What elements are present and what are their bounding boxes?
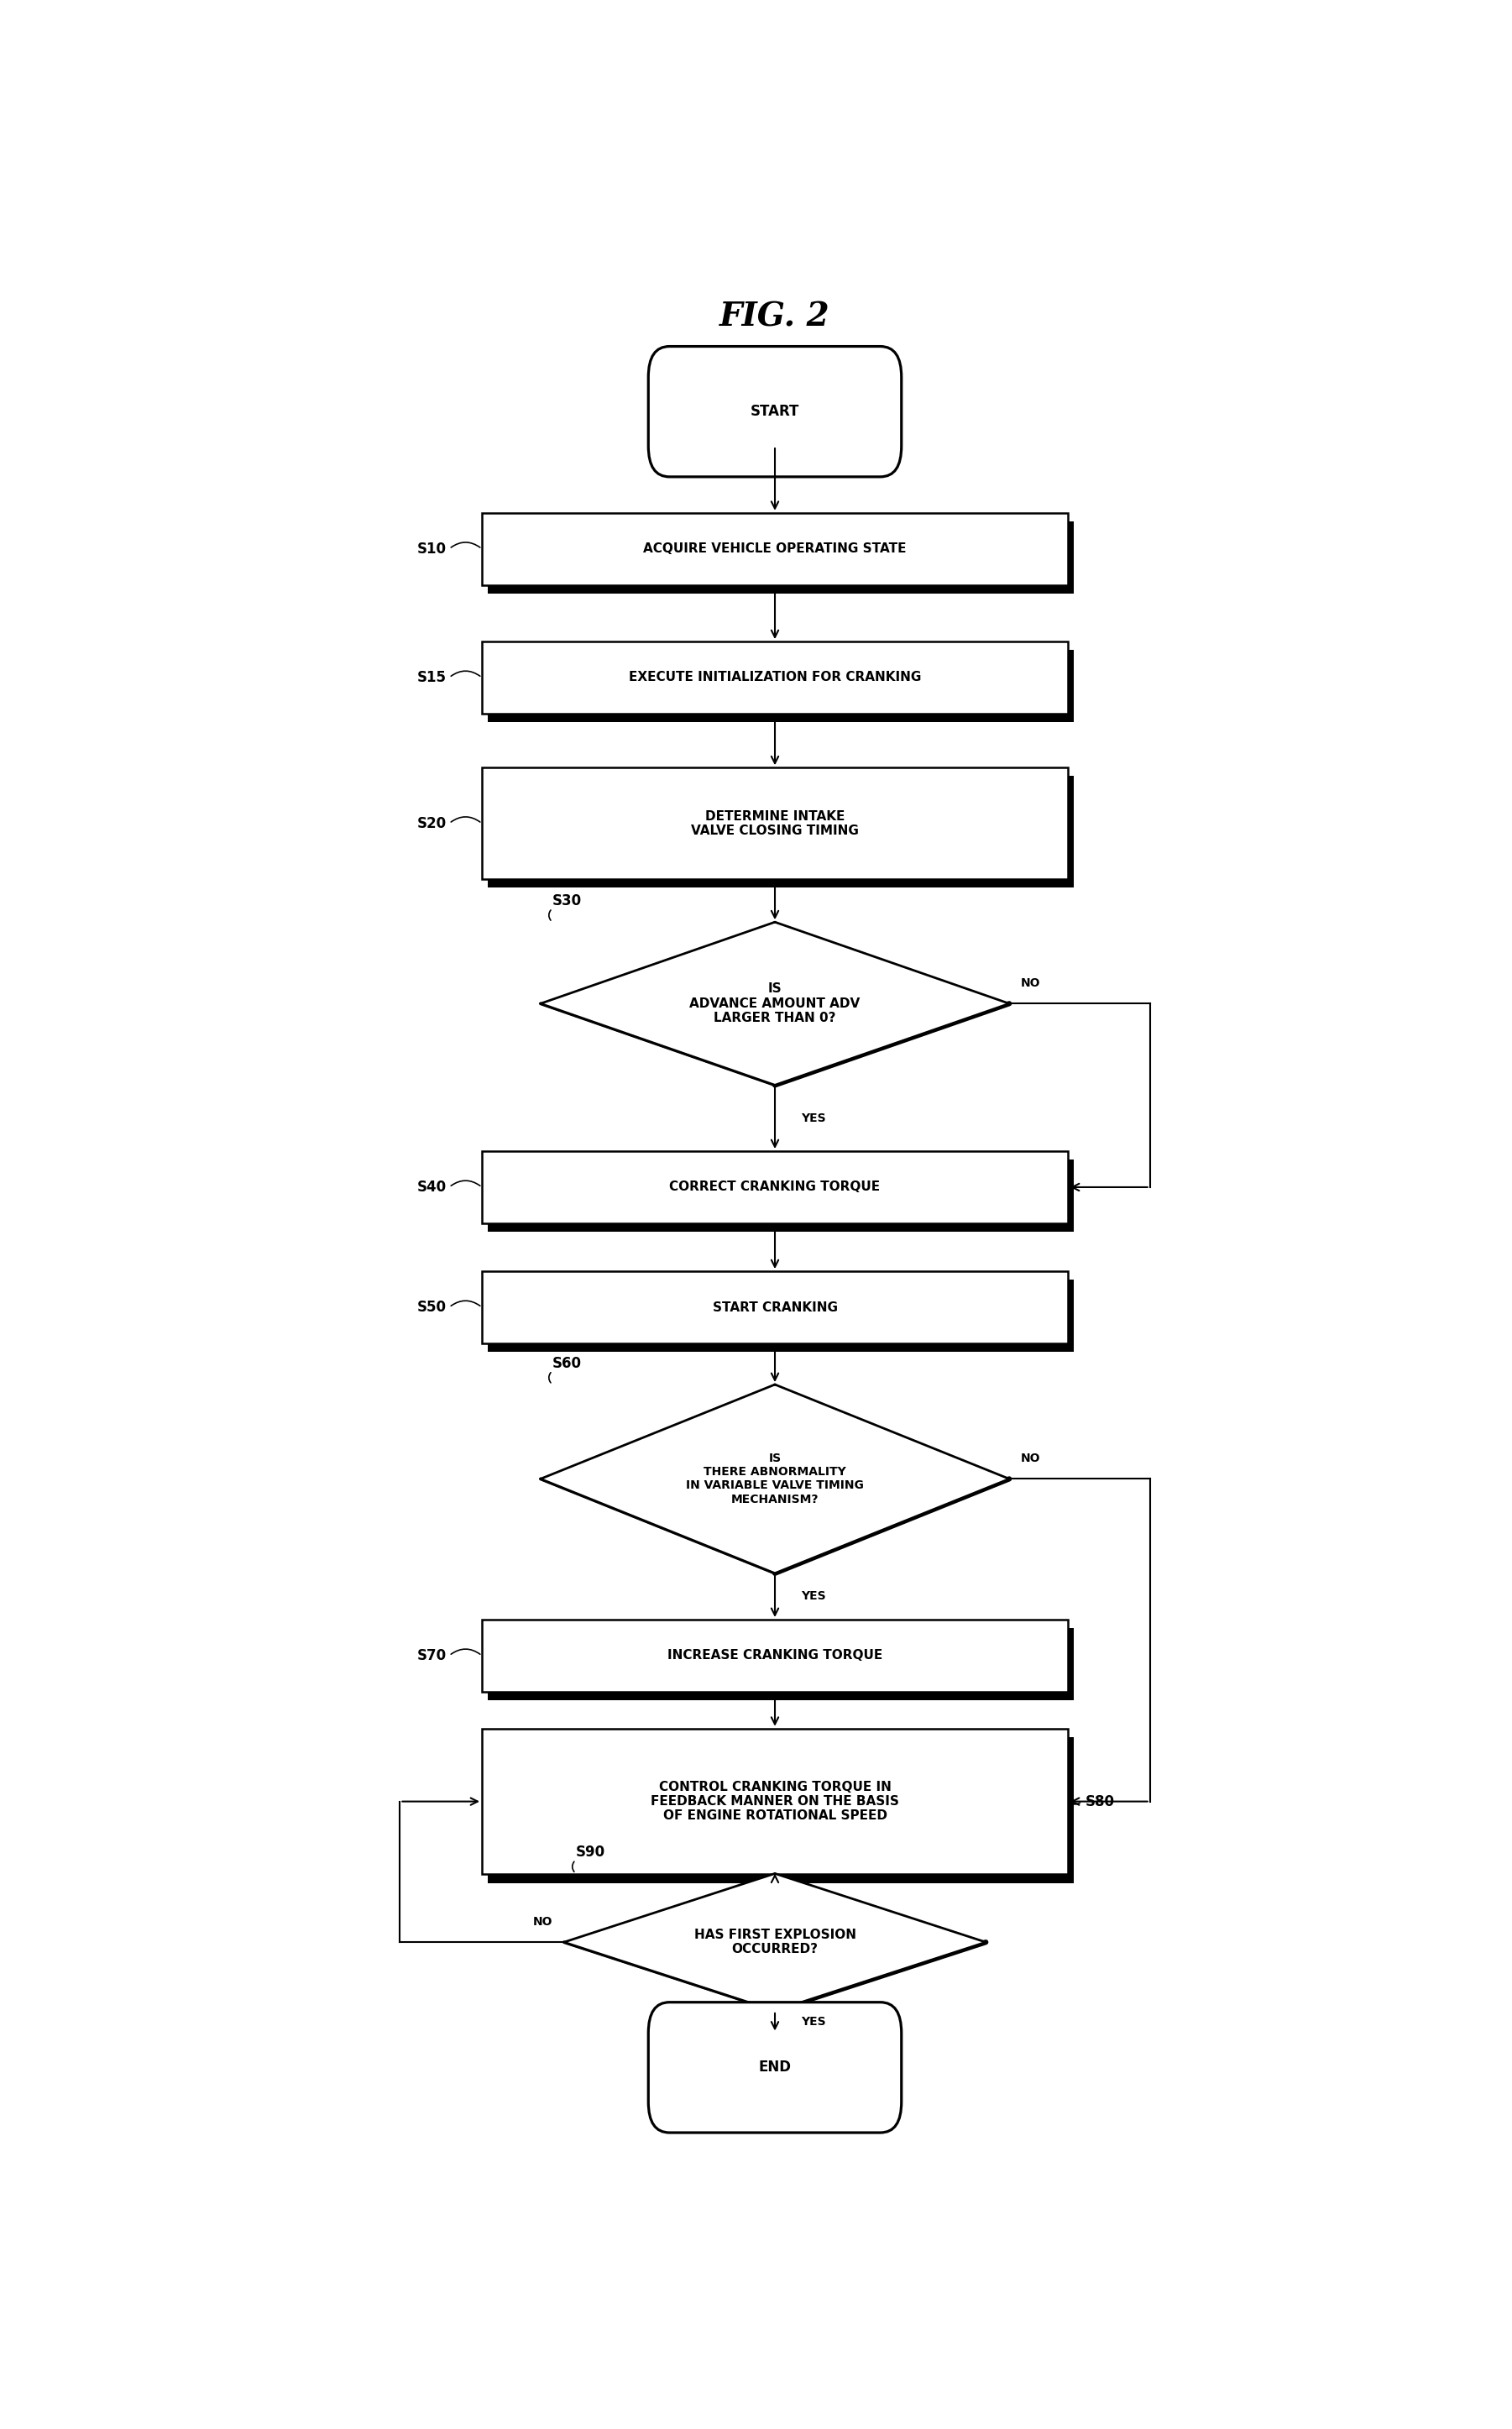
Bar: [482, 768, 1067, 879]
Bar: [482, 1151, 1067, 1224]
Text: S80: S80: [1086, 1795, 1114, 1810]
Text: YES: YES: [801, 1112, 826, 1125]
Text: S50: S50: [417, 1300, 448, 1314]
Bar: [482, 641, 1067, 714]
Bar: [482, 1729, 1067, 1875]
Text: S30: S30: [552, 894, 582, 908]
Bar: [488, 651, 1074, 721]
Text: IS
THERE ABNORMALITY
IN VARIABLE VALVE TIMING
MECHANISM?: IS THERE ABNORMALITY IN VARIABLE VALVE T…: [686, 1453, 863, 1506]
Text: NO: NO: [1021, 976, 1040, 989]
Text: YES: YES: [801, 1591, 826, 1603]
Polygon shape: [541, 923, 1010, 1086]
Text: CONTROL CRANKING TORQUE IN
FEEDBACK MANNER ON THE BASIS
OF ENGINE ROTATIONAL SPE: CONTROL CRANKING TORQUE IN FEEDBACK MANN…: [650, 1780, 900, 1822]
Text: S60: S60: [552, 1355, 582, 1370]
Text: INCREASE CRANKING TORQUE: INCREASE CRANKING TORQUE: [667, 1649, 883, 1661]
Bar: [488, 1159, 1074, 1232]
Polygon shape: [541, 1385, 1010, 1574]
Bar: [482, 1620, 1067, 1691]
Text: IS
ADVANCE AMOUNT ADV
LARGER THAN 0?: IS ADVANCE AMOUNT ADV LARGER THAN 0?: [689, 984, 860, 1025]
Text: END: END: [759, 2060, 791, 2074]
Text: DETERMINE INTAKE
VALVE CLOSING TIMING: DETERMINE INTAKE VALVE CLOSING TIMING: [691, 809, 859, 838]
Text: S70: S70: [417, 1647, 448, 1664]
Bar: [488, 777, 1074, 887]
Bar: [488, 522, 1074, 593]
Text: NO: NO: [1021, 1453, 1040, 1465]
Polygon shape: [564, 1873, 986, 2011]
Text: S15: S15: [417, 670, 448, 685]
Text: S20: S20: [417, 816, 448, 831]
Text: YES: YES: [801, 2016, 826, 2028]
Bar: [488, 1737, 1074, 1882]
Text: HAS FIRST EXPLOSION
OCCURRED?: HAS FIRST EXPLOSION OCCURRED?: [694, 1929, 856, 1955]
Text: S10: S10: [417, 542, 448, 556]
Text: NO: NO: [532, 1916, 552, 1929]
Text: S40: S40: [417, 1180, 448, 1195]
Bar: [482, 513, 1067, 585]
Text: START: START: [750, 403, 800, 420]
Bar: [488, 1627, 1074, 1700]
Text: ACQUIRE VEHICLE OPERATING STATE: ACQUIRE VEHICLE OPERATING STATE: [643, 542, 907, 556]
Text: EXECUTE INITIALIZATION FOR CRANKING: EXECUTE INITIALIZATION FOR CRANKING: [629, 670, 921, 685]
Bar: [488, 1280, 1074, 1353]
FancyBboxPatch shape: [649, 2001, 901, 2133]
FancyBboxPatch shape: [649, 347, 901, 476]
Text: CORRECT CRANKING TORQUE: CORRECT CRANKING TORQUE: [670, 1180, 880, 1193]
Text: FIG. 2: FIG. 2: [720, 301, 830, 333]
Text: S90: S90: [576, 1844, 605, 1861]
Bar: [482, 1270, 1067, 1343]
Text: START CRANKING: START CRANKING: [712, 1302, 838, 1314]
